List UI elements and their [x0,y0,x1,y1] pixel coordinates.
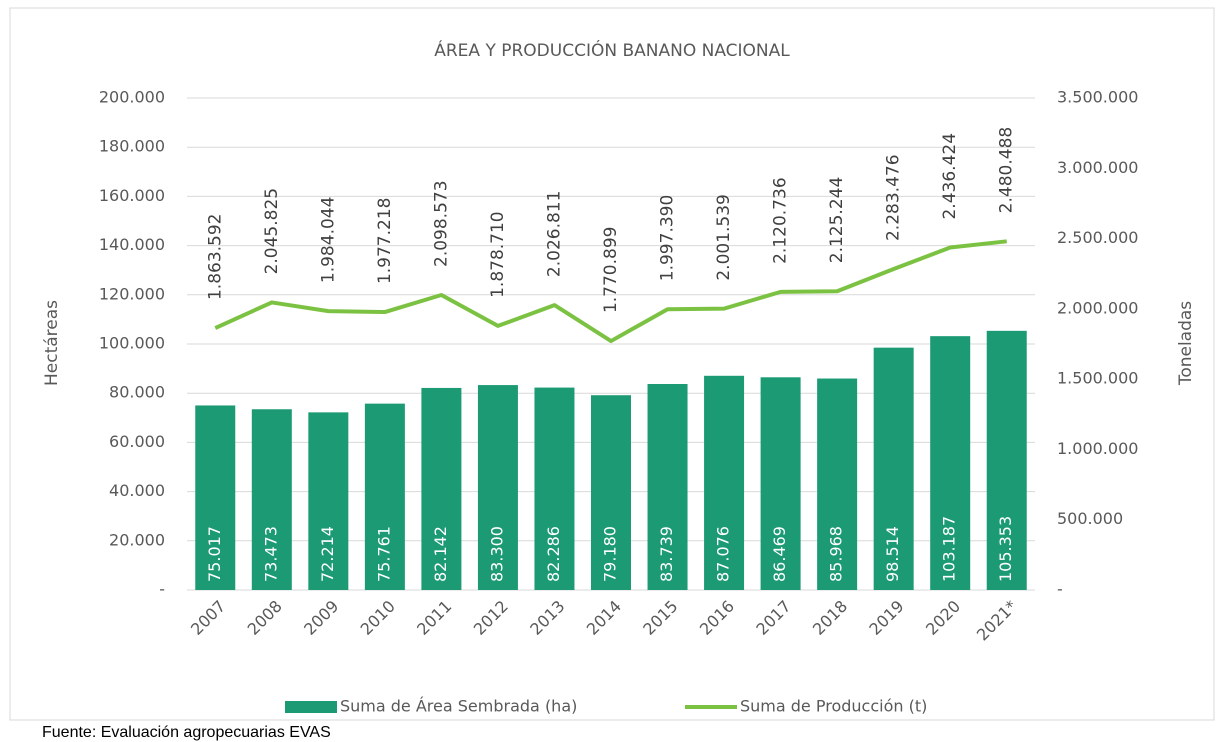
bar-value-label: 79.180 [601,526,620,582]
bar-value-label: 73.473 [261,526,280,582]
bar [647,384,688,590]
bar [873,347,914,590]
line-value-label: 2.120.736 [771,177,791,264]
bar-value-label: 82.286 [544,526,563,582]
bar [308,412,349,590]
bar-value-label: 82.142 [431,526,450,582]
y2-tick-label: 1.500.000 [1057,369,1138,388]
y-tick-label: 100.000 [99,334,165,353]
line-value-label: 2.283.476 [884,154,904,241]
y2-tick-label: 3.500.000 [1057,88,1138,107]
y-tick-label: 80.000 [109,383,165,402]
line-value-label: 1.770.899 [601,227,621,314]
bar [704,375,745,590]
legend-swatch [285,701,337,713]
line-value-label: 1.878.710 [488,211,508,298]
line-value-label: 1.984.044 [318,197,338,284]
y2-tick-label: 1.000.000 [1057,439,1138,458]
bar [251,409,292,590]
bar-value-label: 85.968 [827,526,846,582]
line-series [214,239,1007,344]
legend-label: Suma de Producción (t) [740,697,927,716]
y2-tick-label: - [1057,580,1063,599]
bar [477,385,518,590]
line-value-label: 1.997.390 [658,195,678,282]
legend-label: Suma de Área Sembrada (ha) [340,697,577,716]
line-value-label: 2.125.244 [827,177,847,264]
line-value-label: 1.977.218 [375,198,395,285]
y-tick-label: 20.000 [109,530,165,549]
bar-value-label: 75.761 [374,526,393,582]
bar-value-label: 103.187 [940,516,959,582]
line-value-label: 2.026.811 [544,191,564,278]
bar-value-label: 83.739 [657,526,676,582]
bar-value-label: 75.017 [205,526,224,582]
y2-axis-title: Toneladas [1176,301,1196,386]
source-note: Fuente: Evaluación agropecuarias EVAS [42,724,331,741]
y-tick-label: - [159,580,165,599]
y-tick-label: 120.000 [99,284,165,303]
bar [986,330,1027,590]
y-axis-title: Hectáreas [42,300,62,386]
bar-value-label: 72.214 [318,526,337,582]
bar [534,387,575,590]
bar [817,378,858,590]
y-tick-label: 140.000 [99,235,165,254]
bar [421,387,462,590]
y-tick-label: 180.000 [99,137,165,156]
chart-title: ÁREA Y PRODUCCIÓN BANANO NACIONAL [434,39,790,61]
y-tick-label: 160.000 [99,186,165,205]
bar [364,403,405,590]
y-tick-label: 60.000 [109,432,165,451]
y2-tick-label: 500.000 [1057,509,1123,528]
y2-tick-label: 2.000.000 [1057,298,1138,317]
y2-tick-label: 2.500.000 [1057,228,1138,247]
y2-tick-label: 3.000.000 [1057,158,1138,177]
bar-value-label: 86.469 [770,526,789,582]
line-value-label: 2.098.573 [431,180,451,267]
line-value-label: 2.045.825 [262,188,282,275]
line-value-label: 2.480.488 [997,127,1017,214]
bar-value-label: 105.353 [996,516,1015,582]
bar [591,395,631,590]
line-value-label: 1.863.592 [205,214,225,301]
line-value-label: 2.001.539 [714,194,734,281]
bar-value-label: 98.514 [883,526,902,582]
bar-value-label: 87.076 [714,526,733,582]
bar [195,405,236,590]
bar [760,377,801,590]
y-tick-label: 40.000 [109,481,165,500]
y-tick-label: 200.000 [99,88,165,107]
bar-value-label: 83.300 [487,526,506,582]
bar [930,336,971,590]
line-value-label: 2.436.424 [940,133,960,220]
